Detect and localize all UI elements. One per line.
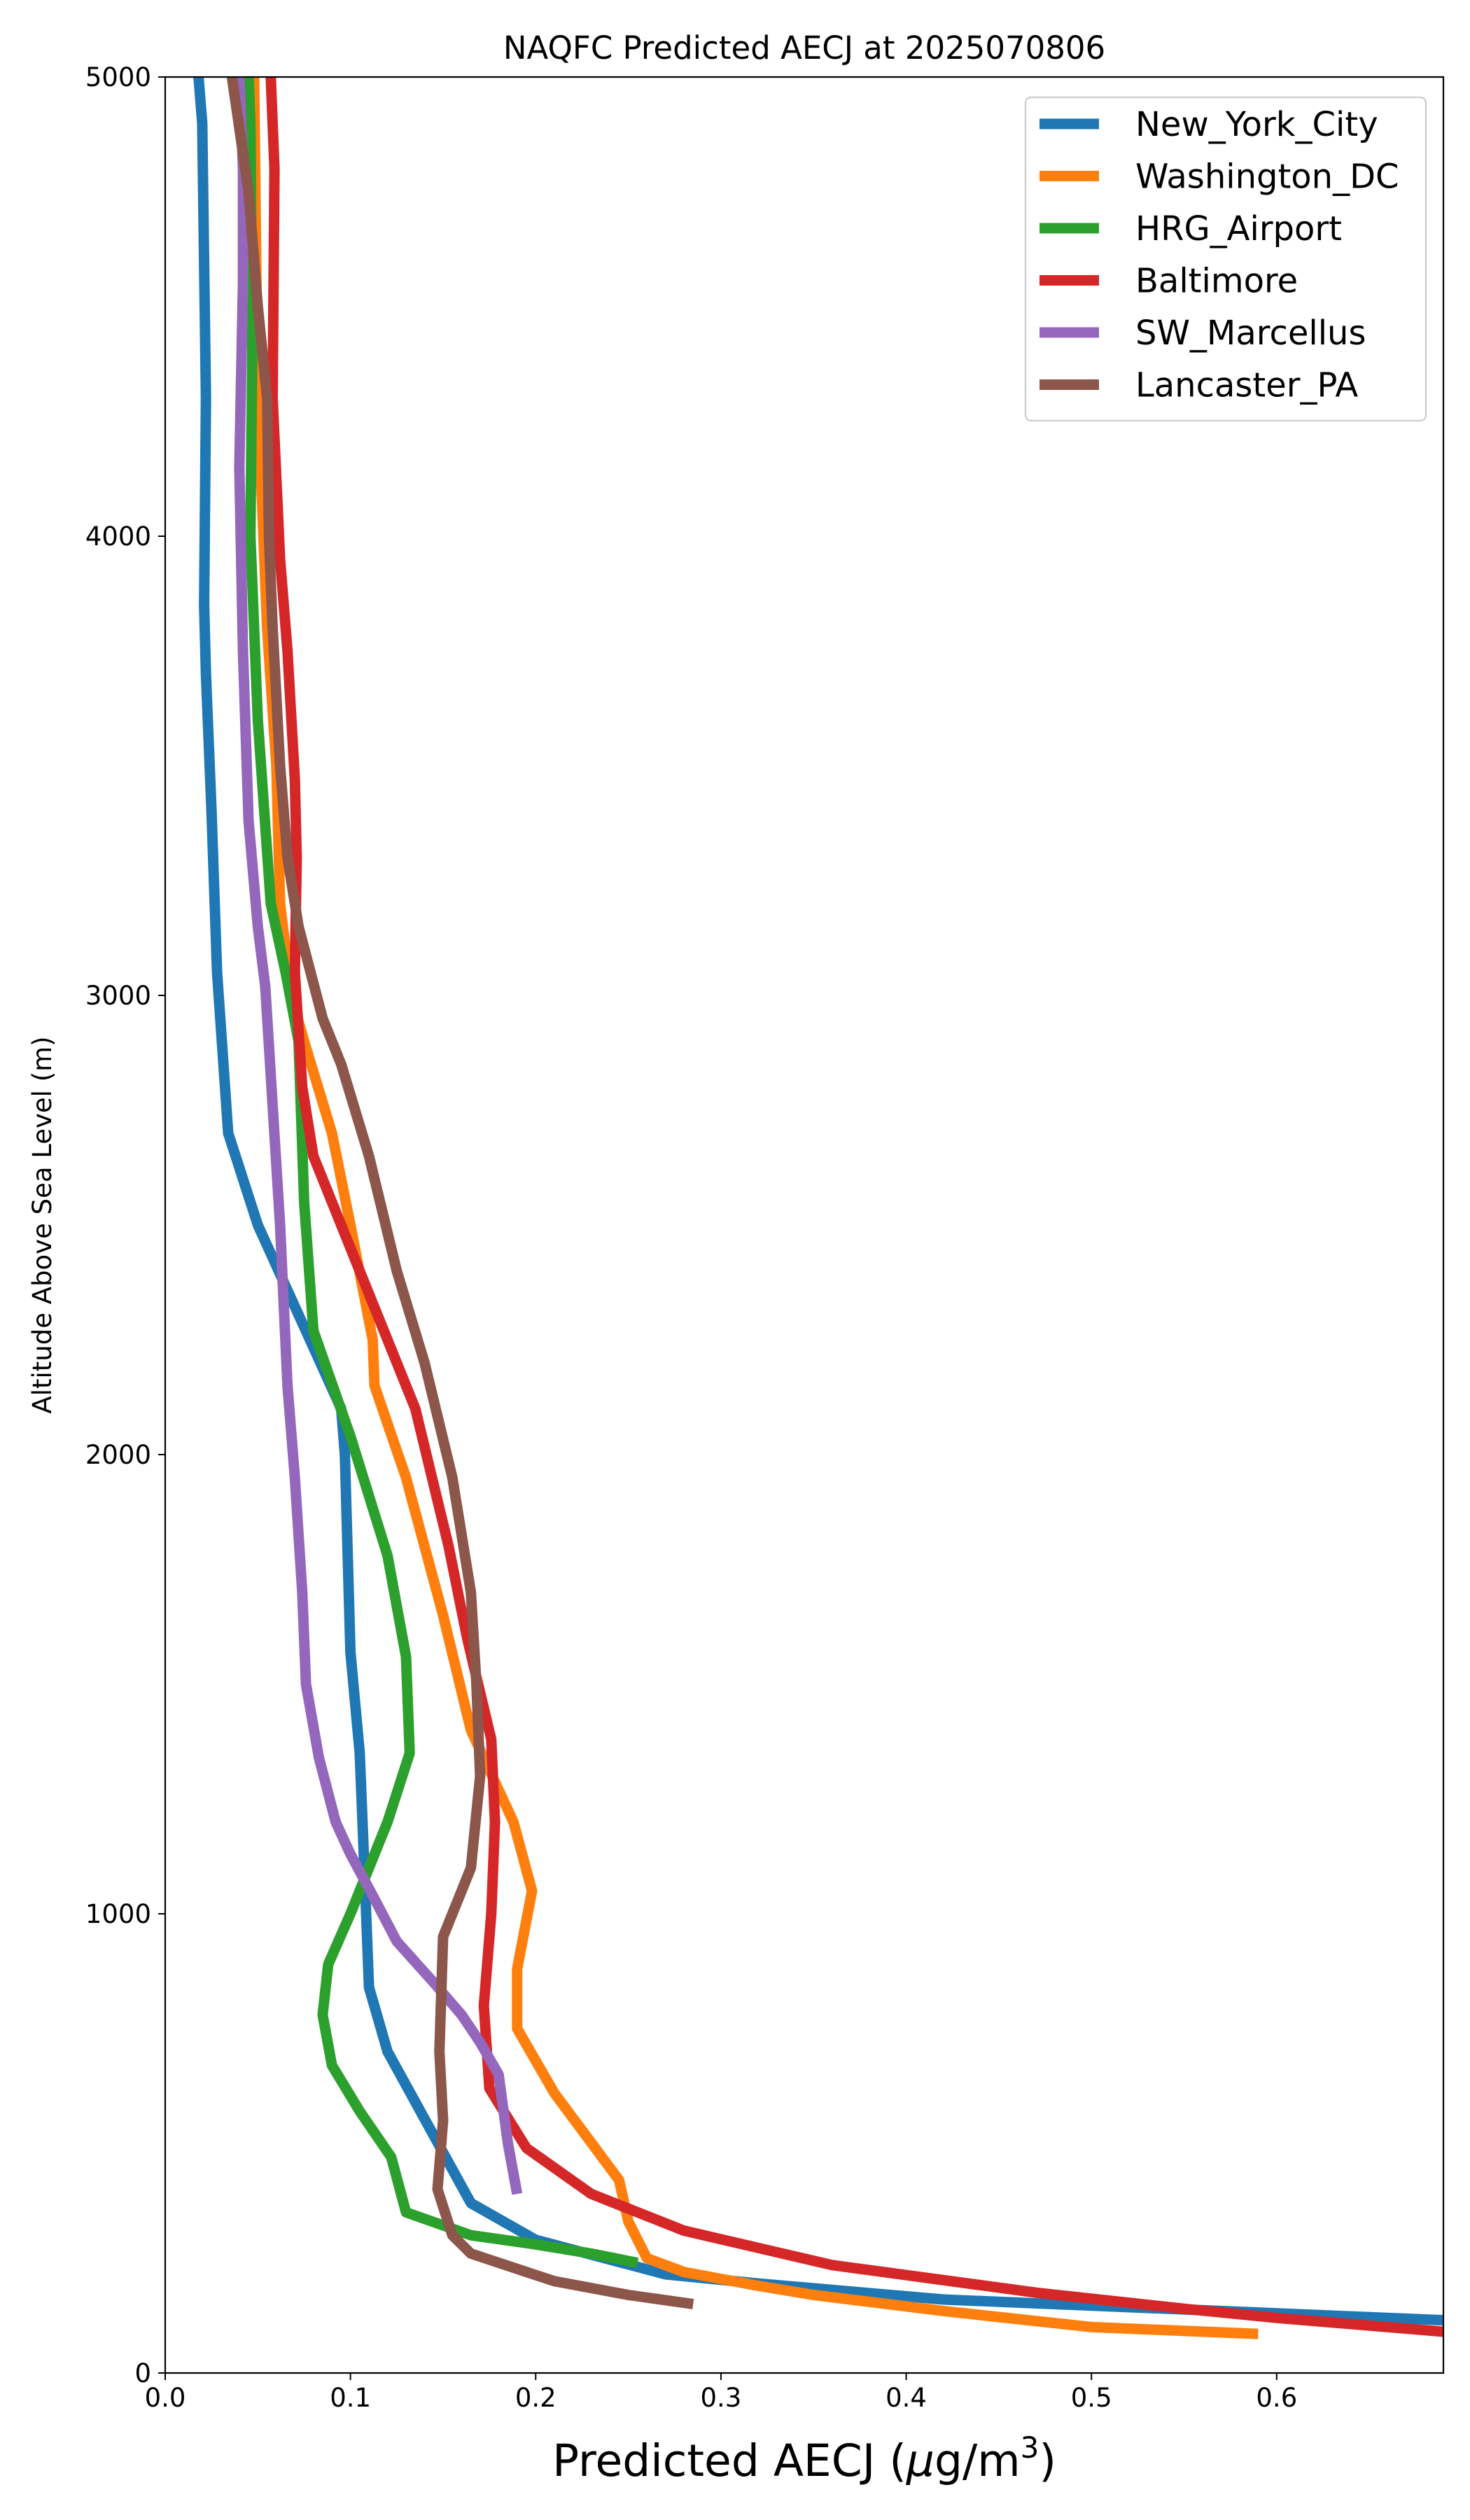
legend-label: Lancaster_PA (1135, 366, 1358, 405)
x-tick-label: 0.1 (330, 2383, 371, 2413)
plot-frame (164, 76, 1445, 2374)
legend-label: SW_Marcellus (1135, 314, 1366, 353)
legend-label: Washington_DC (1135, 158, 1399, 197)
x-axis-title: Predicted AECJ (μg/m3) (552, 2430, 1056, 2486)
y-tick-label: 3000 (85, 981, 151, 1011)
legend-label: HRG_Airport (1135, 209, 1342, 248)
x-tick-label: 0.3 (700, 2383, 741, 2413)
x-tick-label: 0.5 (1071, 2383, 1112, 2413)
y-axis-title: Altitude Above Sea Level (m) (27, 1036, 57, 1413)
legend-label: Baltimore (1135, 262, 1298, 301)
x-tick-label: 0.0 (145, 2383, 186, 2413)
x-tick-label: 0.6 (1256, 2383, 1297, 2413)
series-line-baltimore (265, 77, 1443, 2337)
y-tick-label: 1000 (85, 1899, 151, 1929)
y-tick-label: 5000 (85, 62, 151, 92)
y-tick-label: 2000 (85, 1440, 151, 1470)
series-line-lancaster-pa (226, 77, 694, 2310)
legend: New_York_City Washington_DC HRG_Airport Bal… (1024, 96, 1427, 422)
x-tick-label: 0.2 (515, 2383, 556, 2413)
legend-label: New_York_City (1135, 105, 1378, 144)
x-tick-label: 0.4 (886, 2383, 927, 2413)
y-tick-label: 4000 (85, 522, 151, 552)
legend-box (1024, 96, 1427, 422)
series-line-sw-marcellus (234, 77, 523, 2195)
chart-title: NAQFC Predicted AECJ at 2025070806 (503, 29, 1105, 66)
series-layer (193, 77, 1443, 2339)
y-tick-label: 0 (134, 2358, 151, 2388)
series-line-hrg-airport (243, 77, 639, 2268)
x-axis: 0.0 0.1 0.2 0.3 0.4 0.5 0.6 (145, 2373, 1297, 2413)
y-axis: 0 1000 2000 3000 4000 5000 (85, 62, 165, 2388)
